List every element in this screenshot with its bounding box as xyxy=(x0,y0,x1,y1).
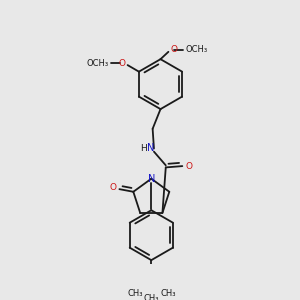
Text: OCH₃: OCH₃ xyxy=(185,46,207,55)
Text: OCH₃: OCH₃ xyxy=(87,59,109,68)
Text: O: O xyxy=(185,162,193,171)
Text: CH₃: CH₃ xyxy=(160,289,176,298)
Text: N: N xyxy=(147,143,154,154)
Text: CH₃: CH₃ xyxy=(127,289,142,298)
Text: N: N xyxy=(148,174,155,184)
Text: CH₃: CH₃ xyxy=(144,294,159,300)
Text: H: H xyxy=(141,144,147,153)
Text: O: O xyxy=(119,59,126,68)
Text: O: O xyxy=(109,183,116,192)
Text: O: O xyxy=(170,46,177,55)
